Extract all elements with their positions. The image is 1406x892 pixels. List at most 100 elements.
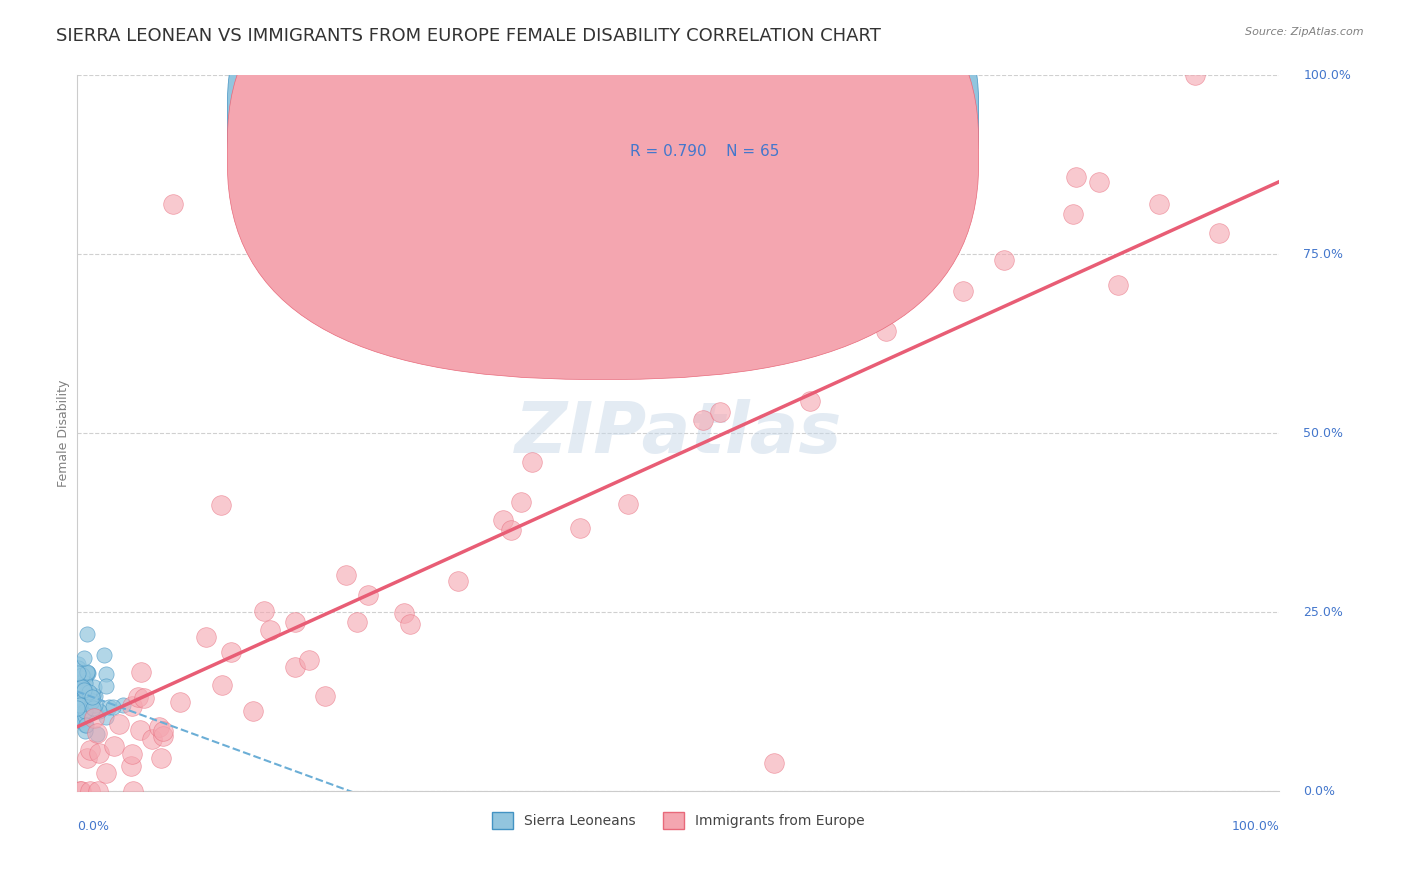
Immigrants from Europe [86, 784, 108, 798]
Sierra Leoneans [73, 690, 96, 704]
Sierra Leoneans [67, 665, 90, 680]
Immigrants from Europe [1088, 176, 1111, 190]
Sierra Leoneans [75, 671, 97, 685]
Immigrants from Europe [103, 739, 125, 753]
Immigrants from Europe [392, 607, 415, 621]
Text: R = -0.183    N = 58: R = -0.183 N = 58 [630, 107, 785, 122]
Immigrants from Europe [169, 695, 191, 709]
Sierra Leoneans [66, 701, 89, 715]
Sierra Leoneans [87, 704, 110, 718]
Sierra Leoneans [75, 717, 97, 731]
Immigrants from Europe [763, 756, 786, 770]
Sierra Leoneans [83, 680, 105, 694]
Immigrants from Europe [335, 568, 357, 582]
Sierra Leoneans [82, 694, 104, 708]
Immigrants from Europe [284, 615, 307, 629]
Sierra Leoneans [77, 665, 100, 680]
Sierra Leoneans [67, 657, 90, 671]
Sierra Leoneans [93, 648, 115, 663]
Sierra Leoneans [76, 626, 98, 640]
Sierra Leoneans [86, 727, 108, 741]
Immigrants from Europe [356, 588, 378, 602]
Text: 0.0%: 0.0% [77, 820, 110, 833]
Immigrants from Europe [499, 523, 522, 537]
Immigrants from Europe [194, 630, 217, 644]
Immigrants from Europe [70, 784, 93, 798]
Sierra Leoneans [72, 651, 94, 665]
Immigrants from Europe [148, 720, 170, 734]
Sierra Leoneans [73, 682, 96, 697]
Sierra Leoneans [75, 718, 97, 732]
FancyBboxPatch shape [558, 82, 942, 197]
Sierra Leoneans [70, 693, 93, 707]
Sierra Leoneans [79, 692, 101, 706]
Sierra Leoneans [82, 688, 104, 702]
Text: SIERRA LEONEAN VS IMMIGRANTS FROM EUROPE FEMALE DISABILITY CORRELATION CHART: SIERRA LEONEAN VS IMMIGRANTS FROM EUROPE… [56, 27, 882, 45]
Sierra Leoneans [84, 689, 107, 703]
Text: 75.0%: 75.0% [1303, 248, 1343, 260]
Immigrants from Europe [209, 498, 232, 512]
Sierra Leoneans [70, 698, 93, 713]
Immigrants from Europe [79, 784, 101, 798]
Sierra Leoneans [76, 666, 98, 681]
Sierra Leoneans [72, 680, 94, 694]
Immigrants from Europe [121, 747, 143, 761]
Immigrants from Europe [399, 617, 422, 632]
Sierra Leoneans [73, 723, 96, 738]
Text: 50.0%: 50.0% [1303, 426, 1343, 440]
Sierra Leoneans [79, 696, 101, 710]
Immigrants from Europe [152, 724, 174, 739]
Immigrants from Europe [568, 520, 591, 534]
Immigrants from Europe [152, 729, 174, 743]
Immigrants from Europe [1147, 197, 1170, 211]
Immigrants from Europe [127, 690, 149, 705]
Sierra Leoneans [75, 686, 97, 700]
Sierra Leoneans [66, 682, 89, 697]
Sierra Leoneans [72, 684, 94, 698]
Sierra Leoneans [69, 680, 91, 694]
Immigrants from Europe [211, 678, 233, 692]
Sierra Leoneans [66, 661, 89, 675]
Sierra Leoneans [98, 700, 121, 714]
Immigrants from Europe [952, 284, 974, 298]
Text: ZIPatlas: ZIPatlas [515, 399, 842, 467]
Sierra Leoneans [73, 708, 96, 723]
Immigrants from Europe [284, 660, 307, 674]
Immigrants from Europe [1184, 68, 1206, 82]
Sierra Leoneans [69, 713, 91, 727]
Immigrants from Europe [1107, 278, 1129, 293]
Sierra Leoneans [111, 698, 134, 713]
Immigrants from Europe [162, 197, 184, 211]
Immigrants from Europe [121, 699, 143, 714]
Sierra Leoneans [82, 701, 104, 715]
Immigrants from Europe [993, 253, 1015, 268]
Immigrants from Europe [121, 784, 143, 798]
Sierra Leoneans [83, 698, 105, 713]
Immigrants from Europe [89, 747, 111, 761]
Sierra Leoneans [69, 690, 91, 704]
Sierra Leoneans [69, 698, 91, 712]
Immigrants from Europe [79, 742, 101, 756]
Immigrants from Europe [259, 623, 281, 637]
Legend: Sierra Leoneans, Immigrants from Europe: Sierra Leoneans, Immigrants from Europe [486, 806, 870, 834]
Immigrants from Europe [447, 574, 470, 589]
Sierra Leoneans [72, 683, 94, 698]
Text: R = 0.790    N = 65: R = 0.790 N = 65 [630, 145, 779, 159]
Sierra Leoneans [73, 711, 96, 725]
Sierra Leoneans [70, 680, 93, 694]
Immigrants from Europe [314, 689, 336, 703]
Y-axis label: Female Disability: Female Disability [58, 379, 70, 487]
Immigrants from Europe [709, 405, 731, 419]
Immigrants from Europe [120, 759, 142, 773]
Immigrants from Europe [510, 494, 533, 508]
Immigrants from Europe [520, 455, 543, 469]
Immigrants from Europe [246, 226, 269, 240]
Sierra Leoneans [76, 665, 98, 679]
Immigrants from Europe [86, 726, 108, 740]
Text: 25.0%: 25.0% [1303, 606, 1343, 619]
Immigrants from Europe [242, 704, 264, 718]
Sierra Leoneans [94, 710, 117, 724]
Sierra Leoneans [66, 712, 89, 726]
Sierra Leoneans [75, 676, 97, 690]
FancyBboxPatch shape [228, 0, 979, 379]
